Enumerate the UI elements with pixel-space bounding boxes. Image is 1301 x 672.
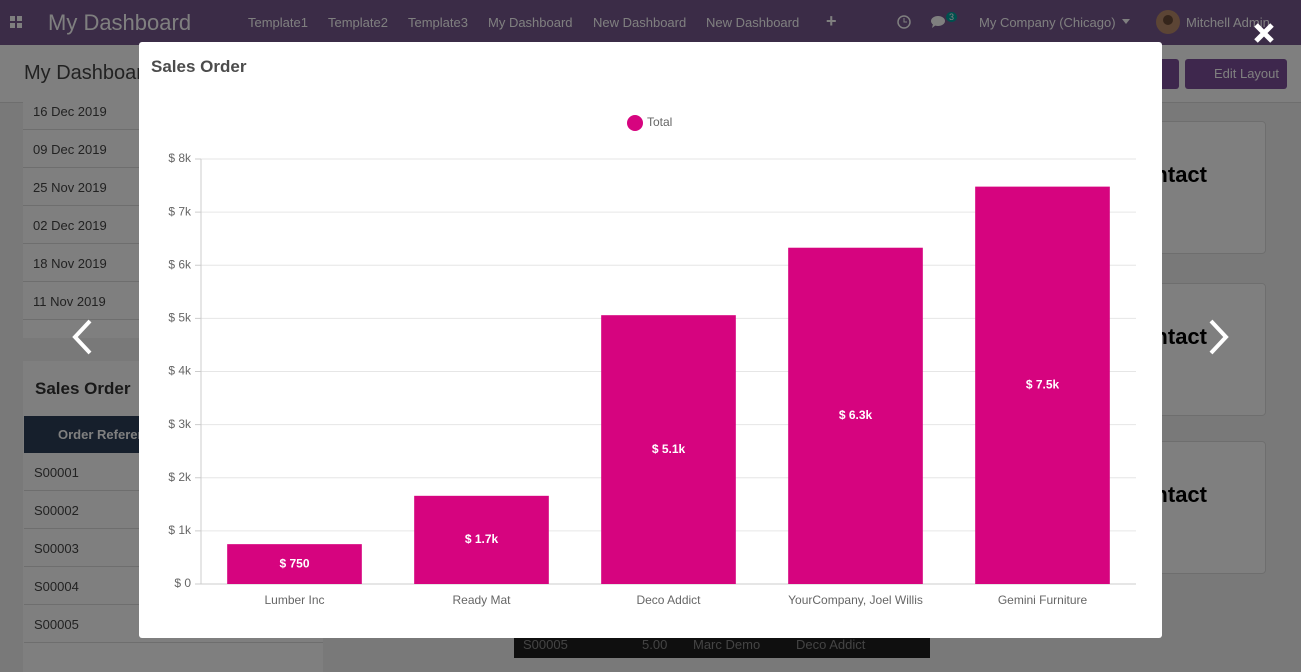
x-tick-label: Lumber Inc xyxy=(264,593,324,607)
y-tick-label: $ 8k xyxy=(168,151,192,165)
modal-title: Sales Order xyxy=(151,57,247,76)
legend-label: Total xyxy=(647,115,672,129)
bar xyxy=(227,544,362,584)
y-tick-label: $ 5k xyxy=(168,311,192,325)
data-label: $ 6.3k xyxy=(839,408,873,422)
x-tick-label: YourCompany, Joel Willis xyxy=(788,593,923,607)
previous-arrow[interactable] xyxy=(68,318,96,356)
y-tick-label: $ 0 xyxy=(174,576,191,590)
x-tick-label: Deco Addict xyxy=(636,593,701,607)
x-tick-label: Gemini Furniture xyxy=(998,593,1088,607)
y-tick-label: $ 1k xyxy=(168,523,192,537)
data-label: $ 7.5k xyxy=(1026,377,1060,391)
y-tick-label: $ 2k xyxy=(168,470,192,484)
chart: $ 0 $ 1k $ 2k $ 3k $ 4k $ 5k $ 6k $ 7k $ 8k Total… xyxy=(168,115,1136,607)
y-tick-label: $ 3k xyxy=(168,417,192,431)
y-tick-label: $ 6k xyxy=(168,257,192,271)
x-tick-label: Ready Mat xyxy=(452,593,511,607)
bar xyxy=(601,315,736,584)
next-arrow[interactable] xyxy=(1205,318,1233,356)
bar xyxy=(414,495,549,584)
data-label: $ 5.1k xyxy=(652,442,686,456)
data-label: $ 750 xyxy=(279,556,309,570)
y-tick-label: $ 7k xyxy=(168,204,192,218)
legend-marker xyxy=(627,115,643,131)
data-label: $ 1.7k xyxy=(465,532,499,546)
close-button[interactable] xyxy=(1253,22,1275,44)
bar xyxy=(975,186,1110,584)
modal: Sales Order $ 0 $ 1k $ 2k $ 3k $ 4k $ 5k $ 6k $… xyxy=(139,42,1162,638)
y-tick-label: $ 4k xyxy=(168,364,192,378)
bar xyxy=(788,247,923,584)
